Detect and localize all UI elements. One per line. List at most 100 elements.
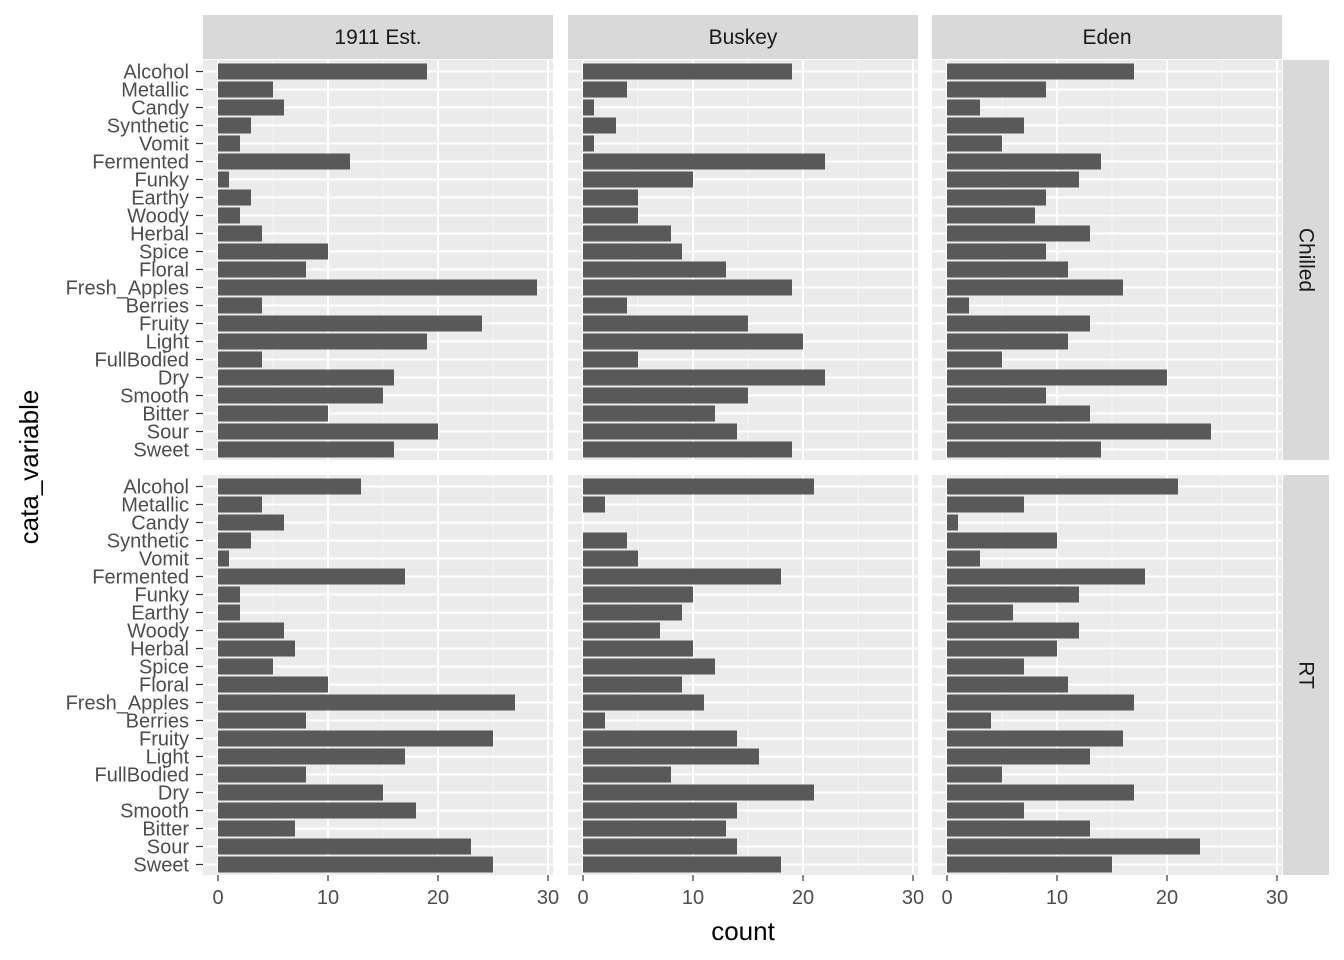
strips-layer: 1911 Est. Buskey Eden Chilled RT bbox=[203, 15, 1329, 875]
column-strip-label: Buskey bbox=[709, 26, 778, 49]
bar-fresh-apples: Fresh_Apples: 19 bbox=[583, 279, 792, 296]
bar-metallic: Metallic: 9 bbox=[947, 81, 1046, 98]
y-tick-label: Candy bbox=[131, 513, 189, 535]
y-tick-label: Sweet bbox=[133, 855, 189, 877]
bar-bitter: Bitter: 13 bbox=[947, 405, 1090, 422]
y-tick-label: Bitter bbox=[142, 819, 189, 841]
x-tick-label: 10 bbox=[317, 887, 339, 909]
bar-berries: Berries: 2 bbox=[583, 712, 605, 729]
bar-berries: Berries: 4 bbox=[583, 297, 627, 314]
bar-sweet: Sweet: 15 bbox=[947, 856, 1112, 873]
y-tick-label: Dry bbox=[158, 368, 189, 390]
y-tick-label: Smooth bbox=[120, 801, 189, 823]
bar-sour: Sour: 14 bbox=[583, 423, 737, 440]
y-tick-label: Floral bbox=[139, 675, 189, 697]
bar-dry: Dry: 22 bbox=[583, 369, 825, 386]
bar-fresh-apples: Fresh_Apples: 27 bbox=[218, 694, 515, 711]
bar-herbal: Herbal: 10 bbox=[947, 640, 1057, 657]
bar-alcohol: Alcohol: 19 bbox=[218, 63, 427, 80]
bar-spice: Spice: 9 bbox=[947, 243, 1046, 260]
bar-floral: Floral: 13 bbox=[583, 261, 726, 278]
y-tick-label: Alcohol bbox=[123, 477, 189, 499]
bar-spice: Spice: 12 bbox=[583, 658, 715, 675]
bar-herbal: Herbal: 10 bbox=[583, 640, 693, 657]
row-strip-label: Chilled bbox=[1295, 228, 1318, 292]
row-strip-label: RT bbox=[1295, 661, 1318, 689]
bar-light: Light: 19 bbox=[218, 333, 427, 350]
bar-funky: Funky: 1 bbox=[218, 171, 229, 188]
bar-dry: Dry: 17 bbox=[947, 784, 1134, 801]
panel-eden-chilled: Alcohol: 17Metallic: 9Candy: 3Synthetic:… bbox=[932, 60, 1282, 460]
bar-fruity: Fruity: 15 bbox=[583, 315, 748, 332]
bar-vomit: Vomit: 3 bbox=[947, 550, 980, 567]
bar-berries: Berries: 8 bbox=[218, 712, 306, 729]
bar-woody: Woody: 5 bbox=[583, 207, 638, 224]
bar-sour: Sour: 23 bbox=[947, 838, 1200, 855]
x-tick-label: 10 bbox=[1046, 887, 1068, 909]
x-tick-label: 30 bbox=[537, 887, 559, 909]
bar-earthy: Earthy: 3 bbox=[218, 189, 251, 206]
bar-light: Light: 20 bbox=[583, 333, 803, 350]
bar-sour: Sour: 20 bbox=[218, 423, 438, 440]
bar-spice: Spice: 7 bbox=[947, 658, 1024, 675]
y-tick-label: Spice bbox=[139, 657, 189, 679]
y-tick-label: Vomit bbox=[139, 549, 189, 571]
bar-herbal: Herbal: 8 bbox=[583, 225, 671, 242]
y-tick-label: Herbal bbox=[130, 224, 189, 246]
bar-fruity: Fruity: 25 bbox=[218, 730, 493, 747]
bar-bitter: Bitter: 13 bbox=[947, 820, 1090, 837]
bar-smooth: Smooth: 15 bbox=[218, 387, 383, 404]
y-tick-label: Vomit bbox=[139, 134, 189, 156]
bar-synthetic: Synthetic: 3 bbox=[218, 117, 251, 134]
bar-smooth: Smooth: 7 bbox=[947, 802, 1024, 819]
bar-earthy: Earthy: 6 bbox=[947, 604, 1013, 621]
bar-berries: Berries: 2 bbox=[947, 297, 969, 314]
y-tick-label: Earthy bbox=[131, 188, 189, 210]
bar-floral: Floral: 10 bbox=[218, 676, 328, 693]
bar-berries: Berries: 4 bbox=[218, 297, 262, 314]
bar-fermented: Fermented: 18 bbox=[583, 568, 781, 585]
bar-synthetic: Synthetic: 3 bbox=[583, 117, 616, 134]
y-tick-label: Dry bbox=[158, 783, 189, 805]
bar-funky: Funky: 10 bbox=[583, 586, 693, 603]
y-tick-label: Alcohol bbox=[123, 62, 189, 84]
y-tick-label: Metallic bbox=[121, 80, 189, 102]
bar-funky: Funky: 12 bbox=[947, 586, 1079, 603]
bar-dry: Dry: 21 bbox=[583, 784, 814, 801]
bar-synthetic: Synthetic: 3 bbox=[218, 532, 251, 549]
bar-sour: Sour: 14 bbox=[583, 838, 737, 855]
bar-spice: Spice: 9 bbox=[583, 243, 682, 260]
y-tick-label: Funky bbox=[135, 585, 189, 607]
column-strip-label: 1911 Est. bbox=[334, 26, 421, 49]
panel-eden-rt: Alcohol: 21Metallic: 7Candy: 1Synthetic:… bbox=[932, 475, 1282, 875]
bar-woody: Woody: 8 bbox=[947, 207, 1035, 224]
y-tick-label: Synthetic bbox=[107, 116, 189, 138]
y-tick-label: Fresh_Apples bbox=[66, 278, 189, 300]
y-tick-label: Earthy bbox=[131, 603, 189, 625]
bar-fermented: Fermented: 18 bbox=[947, 568, 1145, 585]
bar-fullbodied: FullBodied: 8 bbox=[218, 766, 306, 783]
column-strip-label: Eden bbox=[1082, 26, 1131, 49]
bar-smooth: Smooth: 15 bbox=[583, 387, 748, 404]
bar-smooth: Smooth: 14 bbox=[583, 802, 737, 819]
bar-sweet: Sweet: 18 bbox=[583, 856, 781, 873]
bar-funky: Funky: 10 bbox=[583, 171, 693, 188]
bar-synthetic: Synthetic: 10 bbox=[947, 532, 1057, 549]
bar-sweet: Sweet: 16 bbox=[218, 441, 394, 458]
bar-bitter: Bitter: 13 bbox=[583, 820, 726, 837]
bar-fresh-apples: Fresh_Apples: 11 bbox=[583, 694, 704, 711]
panel-1911-est--chilled: Alcohol: 19Metallic: 5Candy: 6Synthetic:… bbox=[203, 60, 553, 460]
panel-1911-est--rt: Alcohol: 13Metallic: 4Candy: 6Synthetic:… bbox=[203, 475, 553, 875]
y-tick-label: Light bbox=[146, 332, 190, 354]
panels-layer: Alcohol: 19Metallic: 5Candy: 6Synthetic:… bbox=[203, 60, 1282, 875]
bar-alcohol: Alcohol: 21 bbox=[947, 478, 1178, 495]
bar-alcohol: Alcohol: 21 bbox=[583, 478, 814, 495]
bar-fullbodied: FullBodied: 8 bbox=[583, 766, 671, 783]
y-tick-label: Fresh_Apples bbox=[66, 693, 189, 715]
y-tick-label: Herbal bbox=[130, 639, 189, 661]
x-tick-label: 0 bbox=[577, 887, 588, 909]
y-tick-label: Fruity bbox=[139, 729, 189, 751]
bar-fresh-apples: Fresh_Apples: 17 bbox=[947, 694, 1134, 711]
x-tick-label: 0 bbox=[941, 887, 952, 909]
